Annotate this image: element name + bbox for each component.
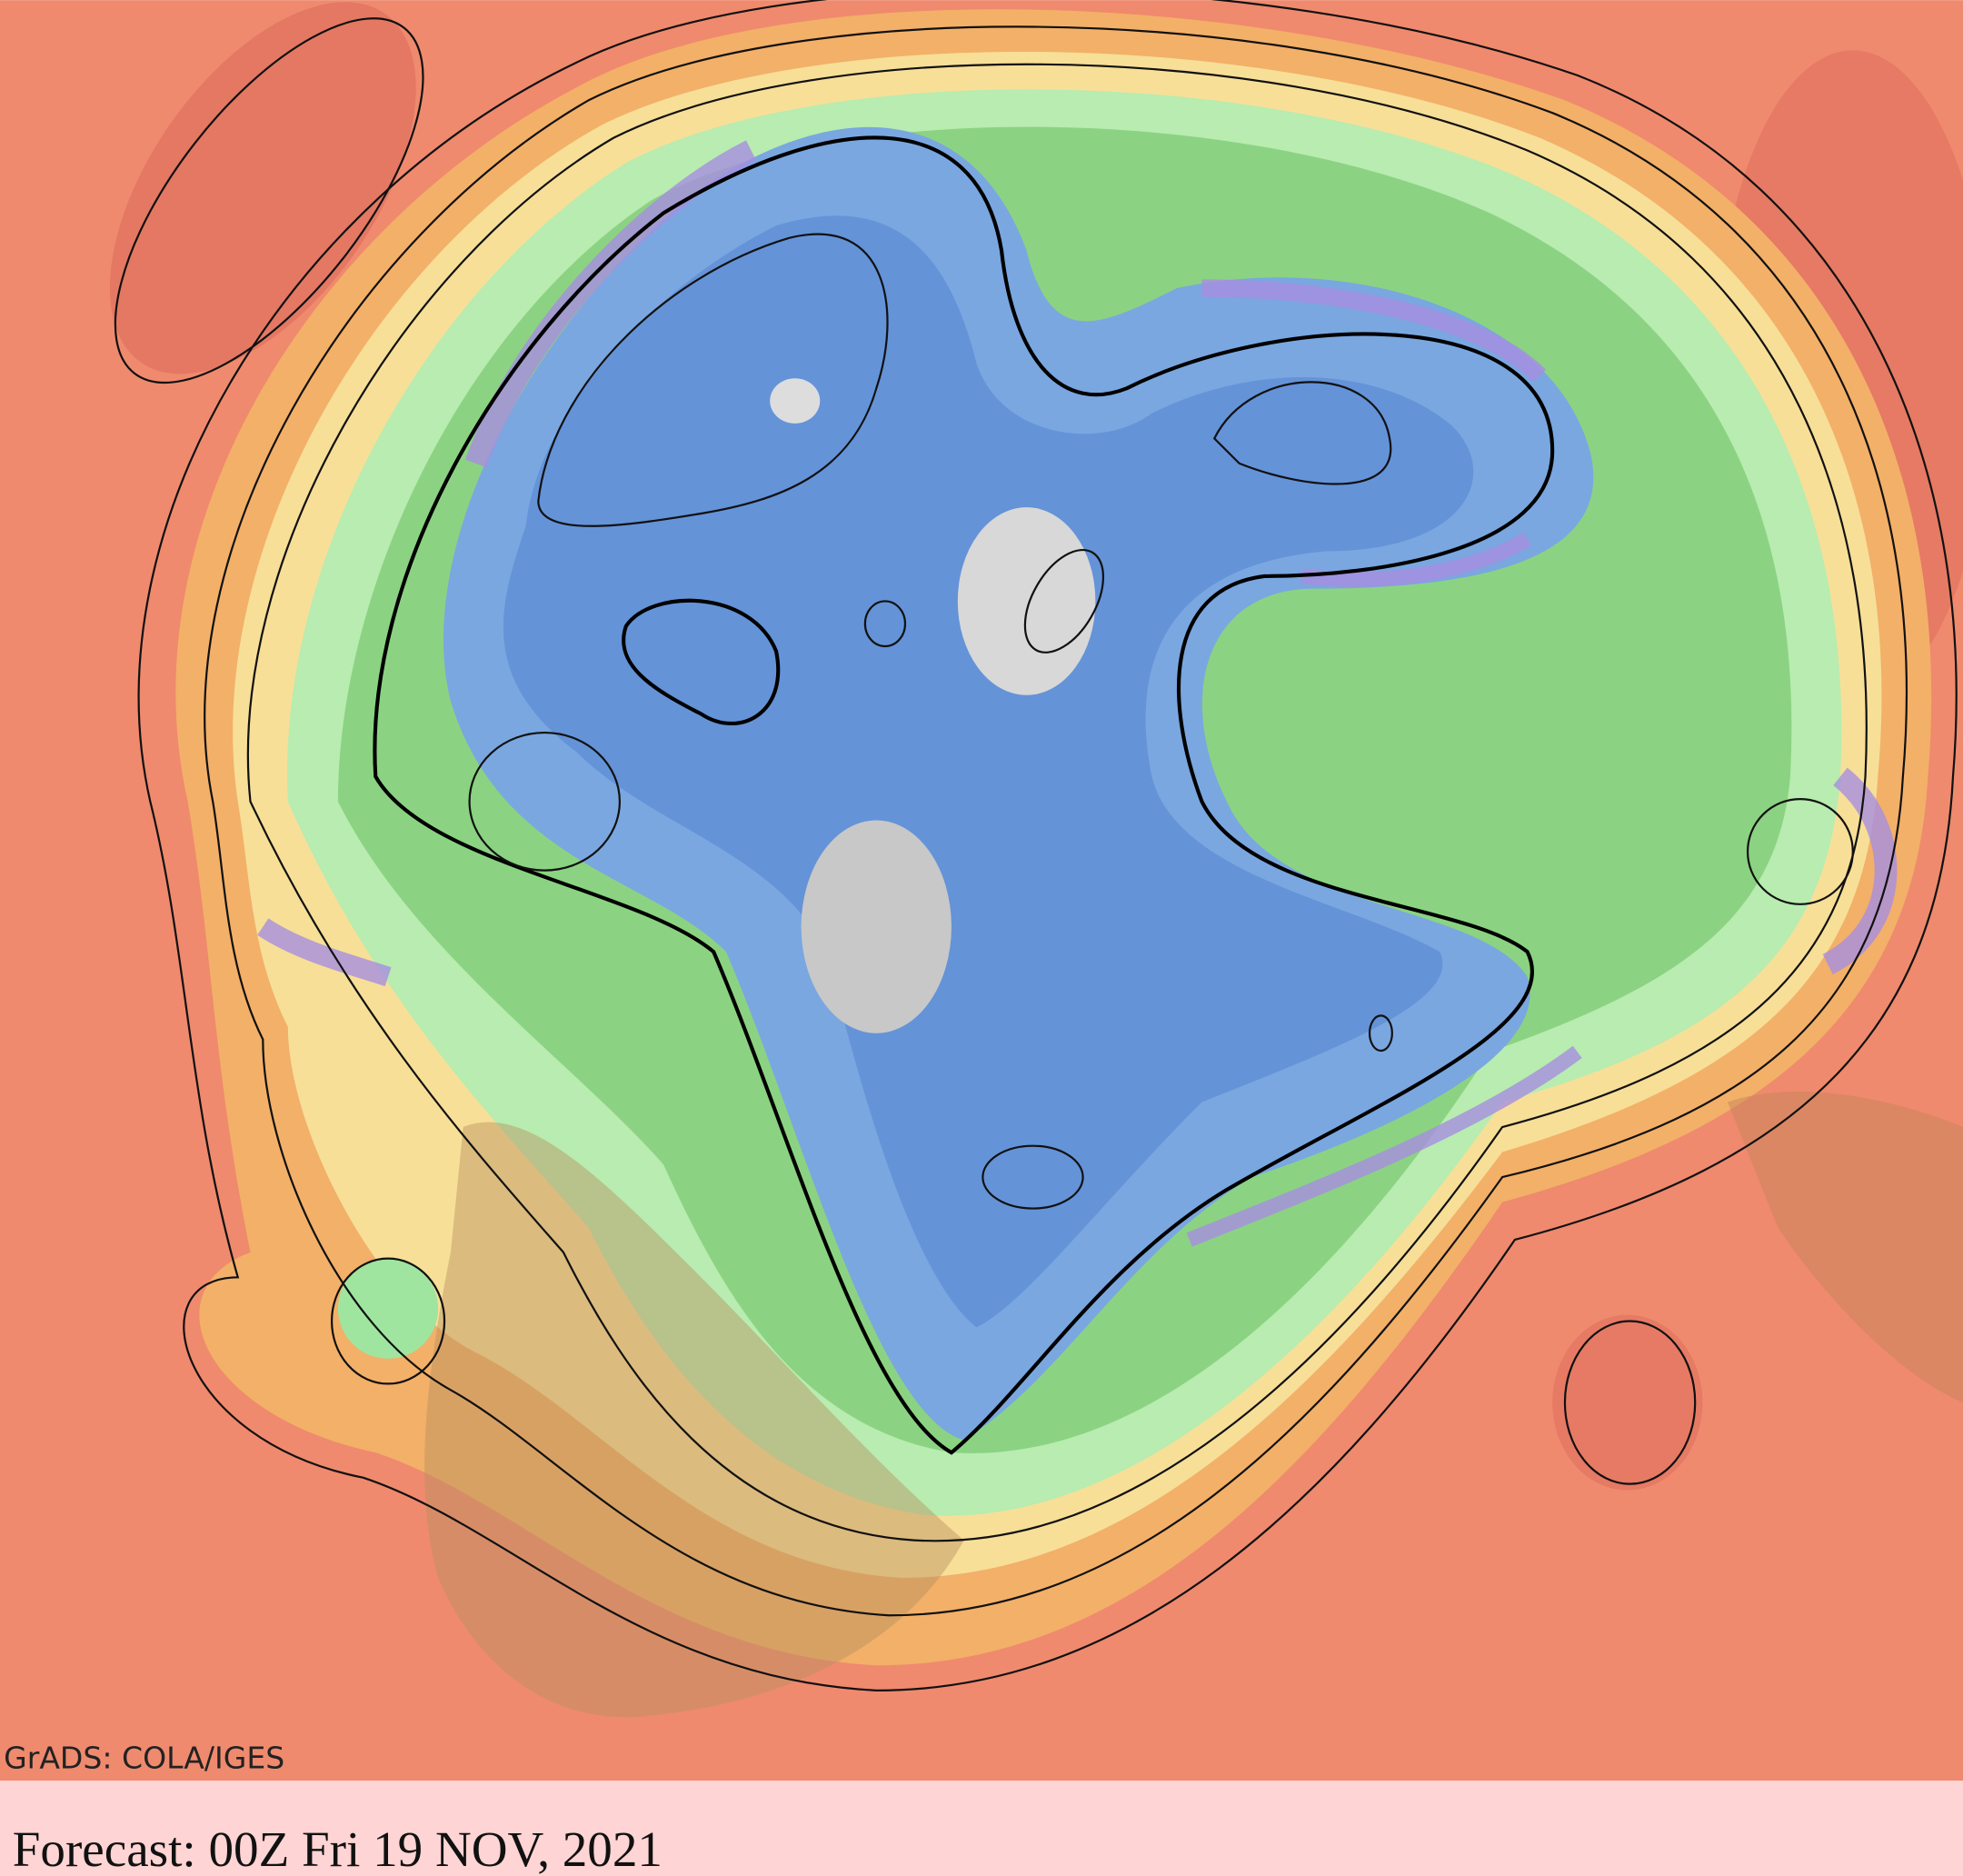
contour-lines	[114, 0, 1958, 1692]
map-field	[109, 2, 1963, 1718]
footer-band	[0, 1781, 1963, 1876]
map-credit: GrADS: COLA/IGES	[4, 1740, 284, 1775]
forecast-label: Forecast: 00Z Fri 19 NOV, 2021	[13, 1821, 663, 1876]
